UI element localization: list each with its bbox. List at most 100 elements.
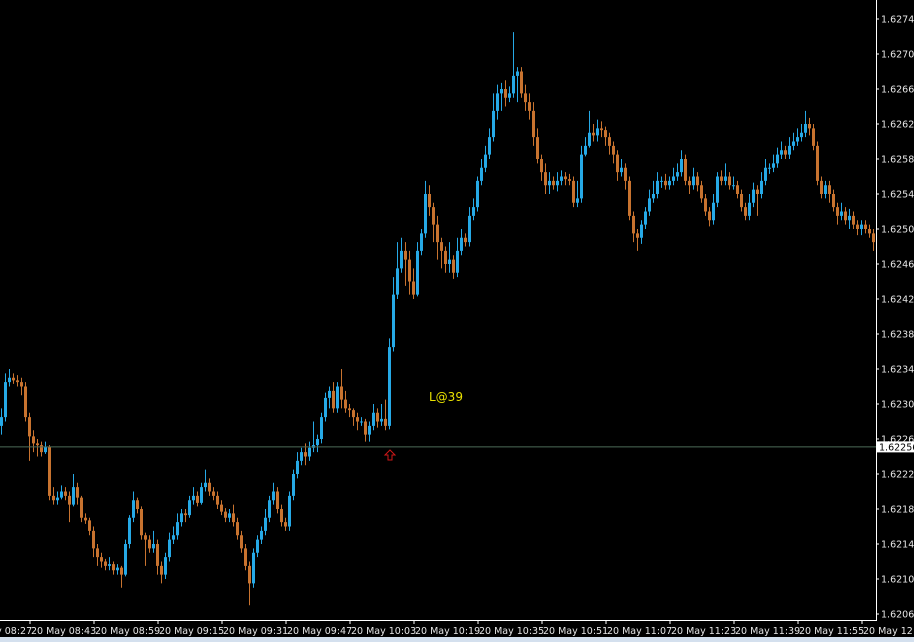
candle (688, 176, 691, 194)
candle (88, 517, 91, 536)
candle-body (372, 412, 375, 426)
candle-body (652, 194, 655, 199)
candle (696, 172, 699, 192)
candle-body (60, 491, 63, 498)
candle-body (272, 491, 275, 501)
candle-body (604, 130, 607, 138)
candle-body (216, 495, 219, 505)
candle (36, 439, 39, 457)
price-tick-label: 1.62665 (881, 85, 914, 96)
time-tick-label: 20 May 12:11 (863, 626, 914, 637)
time-tick-label: 20 May 09:31 (223, 626, 288, 637)
candle (520, 67, 523, 98)
candle-body (528, 102, 531, 111)
candle (540, 154, 543, 181)
candle (704, 194, 707, 216)
candle-body (308, 447, 311, 457)
candle (280, 504, 283, 527)
candle (112, 561, 115, 575)
candle-body (600, 128, 603, 131)
candle (440, 237, 443, 269)
candle (360, 417, 363, 426)
candle (300, 447, 303, 466)
candle (544, 163, 547, 194)
candle-body (384, 418, 387, 426)
candle (572, 176, 575, 208)
candle-body (276, 491, 279, 509)
candle (788, 137, 791, 159)
candle (592, 124, 595, 142)
candle (700, 180, 703, 203)
candle-body (72, 487, 75, 505)
price-tick-label: 1.62305 (881, 400, 914, 411)
candle (152, 530, 155, 553)
candle-body (632, 215, 635, 234)
candle-body (324, 397, 327, 418)
candle-body (116, 567, 119, 571)
candle-body (252, 552, 255, 584)
candle-body (468, 215, 471, 243)
candle-body (516, 71, 519, 76)
candle-body (120, 567, 123, 575)
candle-body (336, 386, 339, 409)
candle-body (172, 535, 175, 540)
candle-body (648, 198, 651, 212)
candle (68, 491, 71, 523)
time-tick-label: 20 May 10:35 (479, 626, 544, 637)
candle-body (536, 137, 539, 159)
candle-body (124, 544, 127, 575)
candle-body (148, 539, 151, 549)
candle (336, 382, 339, 413)
candle-body (872, 233, 875, 243)
candle (500, 82, 503, 111)
candle (856, 220, 859, 236)
candle (332, 382, 335, 413)
candle (480, 159, 483, 186)
candle (556, 172, 559, 192)
candle (364, 418, 367, 442)
candle-body (700, 185, 703, 199)
candle-wick (349, 404, 350, 418)
candle (748, 194, 751, 221)
candle-body (400, 250, 403, 269)
candle (416, 242, 419, 297)
candle (268, 495, 271, 523)
candle-body (552, 180, 555, 186)
candle-body (708, 211, 711, 221)
candle (652, 180, 655, 203)
candle-body (24, 386, 27, 418)
candle (840, 202, 843, 221)
candle (824, 180, 827, 199)
candle-body (644, 211, 647, 225)
candle-body (808, 124, 811, 129)
candle-body (344, 399, 347, 409)
price-axis: 1.62745 1.62705 1.62665 1.62625 1.62585 1.625… (876, 15, 914, 621)
candle (460, 229, 463, 256)
candle-body (588, 132, 591, 146)
candle-body (868, 229, 871, 234)
candle (864, 220, 867, 234)
candle-wick (385, 399, 386, 431)
candle-body (736, 185, 739, 194)
candle (796, 128, 799, 146)
candle-body (768, 167, 771, 169)
candle (32, 430, 35, 453)
candle-body (496, 93, 499, 111)
candle-body (480, 167, 483, 181)
candle-body (112, 564, 115, 571)
candle (496, 84, 499, 120)
candle-body (164, 557, 167, 575)
candle (852, 211, 855, 229)
candle (96, 544, 99, 566)
candle (420, 229, 423, 256)
candle-body (440, 242, 443, 251)
candle (272, 482, 275, 505)
candle-wick (205, 469, 206, 492)
candle (168, 532, 171, 562)
candle (372, 404, 375, 431)
candle (716, 172, 719, 208)
candle-body (444, 250, 447, 264)
